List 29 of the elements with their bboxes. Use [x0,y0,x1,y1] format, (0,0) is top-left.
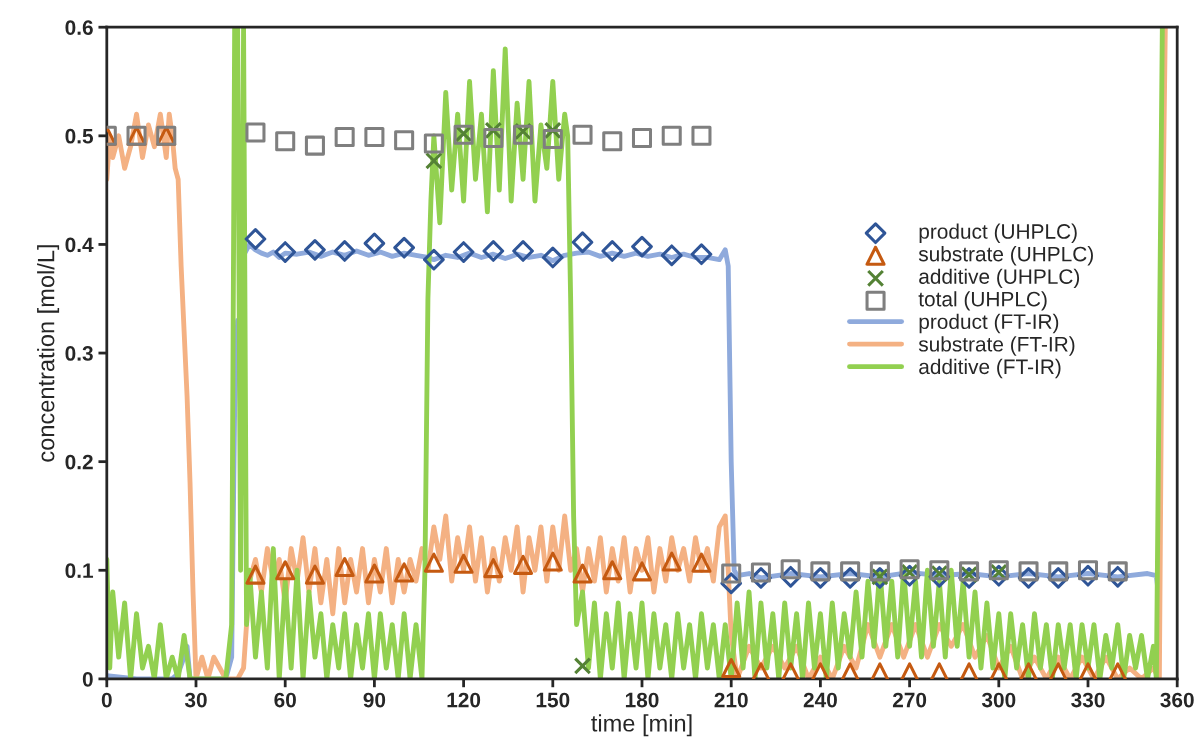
x-tick-label: 180 [625,692,659,708]
x-tick-label: 30 [184,692,207,708]
y-tick-label: 0.5 [65,128,94,144]
legend-label: additive (UHPLC) [919,268,1080,289]
y-axis-title: concentration [mol/L] [37,245,60,462]
legend-label: product (FT-IR) [919,313,1059,334]
x-tick-label: 240 [803,692,837,708]
x-tick-label: 60 [274,692,296,708]
y-tick-label: 0.6 [65,20,93,35]
y-tick-label: 0.2 [65,454,93,470]
y-tick-label: 0 [82,671,93,687]
x-tick-label: 0 [101,692,112,708]
legend-label: product (UHPLC) [919,223,1077,243]
legend-label: additive (FT-IR) [919,358,1061,379]
y-tick-label: 0.1 [65,563,94,579]
x-tick-label: 300 [981,692,1016,708]
y-tick-label: 0.3 [65,346,93,361]
legend-label: substrate (FT-IR) [918,336,1075,356]
x-tick-label: 210 [714,692,748,708]
x-tick-label: 270 [892,692,927,708]
x-axis-title: time [min] [591,714,692,737]
x-tick-label: 90 [363,692,386,708]
x-tick-label: 120 [447,692,481,708]
x-tick-label: 360 [1160,692,1194,708]
y-tick-label: 0.4 [65,237,94,253]
legend-label: total (UHPLC) [918,291,1047,311]
x-tick-label: 150 [536,692,570,708]
x-tick-label: 330 [1071,692,1105,708]
legend-label: substrate (UHPLC) [918,246,1093,266]
